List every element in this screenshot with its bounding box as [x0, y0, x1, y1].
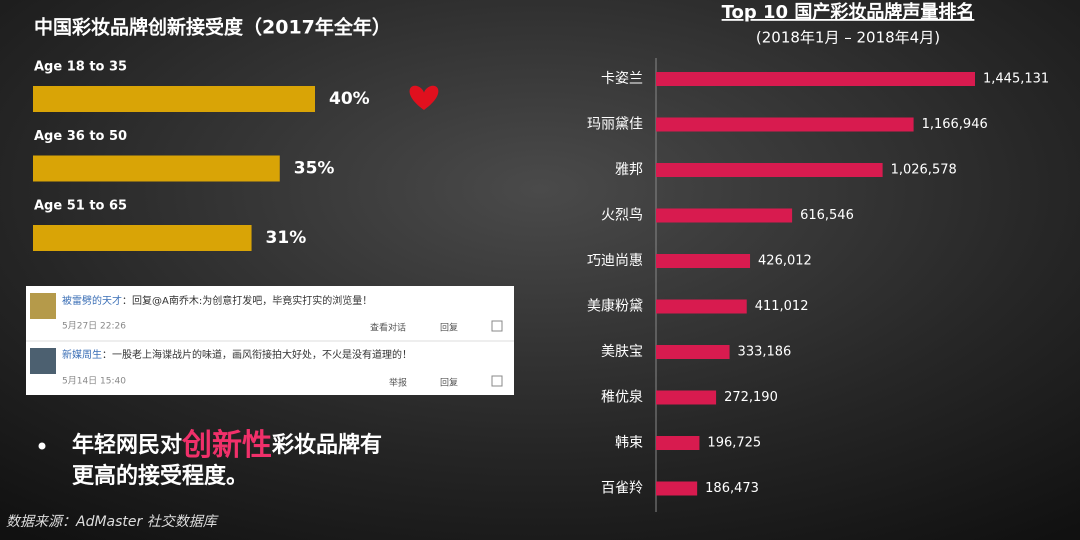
category-label: 百雀羚	[601, 481, 643, 497]
category-label: 巧迪尚惠	[587, 253, 643, 269]
value-label: 186,473	[705, 481, 759, 496]
comment-box: 被雷劈的天才：回复@A南乔木:为创意打发吧，毕竟实打实的浏览量！ 5月27日 2…	[26, 286, 514, 395]
value-label: 616,546	[800, 208, 854, 223]
value-label: 196,725	[707, 436, 761, 451]
bar	[33, 86, 315, 112]
category-label: 卡姿兰	[601, 71, 643, 87]
bar	[656, 72, 975, 86]
bullet-dot	[38, 442, 46, 450]
value-label: 35%	[294, 159, 335, 179]
category-label: 雅邦	[615, 162, 643, 178]
bar	[33, 155, 280, 182]
bullet-text: 更高的接受程度。	[72, 463, 248, 489]
value-label: 272,190	[724, 390, 778, 405]
comment-user[interactable]: 被雷劈的天才	[62, 294, 122, 307]
comment-date: 5月27日 22:26	[62, 321, 126, 332]
bullet-text: 年轻网民对创新性彩妆品牌有	[72, 428, 382, 463]
value-label: 1,166,946	[922, 117, 988, 132]
comment-date: 5月14日 15:40	[62, 376, 126, 387]
category-label: Age 18 to 35	[34, 60, 127, 75]
category-label: 玛丽黛佳	[587, 117, 643, 133]
chart-title: Top 10 国产彩妆品牌声量排名	[722, 1, 975, 23]
bar	[656, 390, 717, 405]
comment-user[interactable]: 新媒周生	[62, 348, 102, 361]
bar	[656, 208, 793, 223]
bar	[656, 117, 914, 132]
value-label: 411,012	[755, 299, 809, 314]
bar	[656, 299, 747, 314]
chart-subtitle: (2018年1月 – 2018年4月)	[756, 29, 940, 47]
bullet-part: 年轻网民对	[72, 432, 182, 458]
comment-action[interactable]: 回复	[440, 377, 458, 389]
category-label: 稚优泉	[601, 389, 643, 406]
comment-text: ：回复@A南乔木:为创意打发吧，毕竟实打实的浏览量！	[122, 294, 372, 307]
like-icon[interactable]	[491, 320, 503, 332]
category-label: 火烈鸟	[601, 208, 643, 224]
chart-title: 中国彩妆品牌创新接受度（2017年全年）	[34, 16, 391, 39]
avatar	[30, 293, 56, 319]
comment-action[interactable]: 举报	[389, 377, 407, 389]
category-label: Age 51 to 65	[34, 199, 127, 214]
comment-action[interactable]: 回复	[440, 322, 458, 334]
heart-icon	[409, 85, 439, 110]
comment-text: ：一股老上海谍战片的味道，画风衔接拍大好处，不火是没有道理的！	[102, 348, 412, 361]
value-label: 1,445,131	[983, 72, 1049, 87]
value-label: 40%	[329, 89, 370, 109]
value-label: 333,186	[738, 345, 792, 360]
bar	[33, 225, 252, 251]
value-label: 426,012	[758, 254, 812, 269]
bar	[656, 254, 751, 268]
avatar	[30, 348, 56, 374]
value-label: 1,026,578	[891, 163, 957, 178]
bar	[656, 481, 698, 496]
bar	[656, 163, 883, 177]
category-label: Age 36 to 50	[34, 129, 127, 144]
bar	[656, 345, 730, 359]
like-icon[interactable]	[491, 375, 503, 387]
comment: 被雷劈的天才：回复@A南乔木:为创意打发吧，毕竟实打实的浏览量！	[62, 294, 372, 307]
category-label: 韩束	[615, 435, 643, 451]
bullet-highlight: 创新性	[181, 428, 272, 463]
bar	[656, 436, 700, 450]
source: 数据来源：AdMaster 社交数据库	[6, 514, 219, 530]
comment: 新媒周生：一股老上海谍战片的味道，画风衔接拍大好处，不火是没有道理的！	[62, 348, 412, 361]
bullet-part: 彩妆品牌有	[271, 432, 382, 458]
value-label: 31%	[266, 228, 307, 248]
comment-action[interactable]: 查看对话	[370, 322, 406, 334]
category-label: 美肤宝	[601, 344, 643, 360]
category-label: 美康粉黛	[587, 298, 643, 315]
